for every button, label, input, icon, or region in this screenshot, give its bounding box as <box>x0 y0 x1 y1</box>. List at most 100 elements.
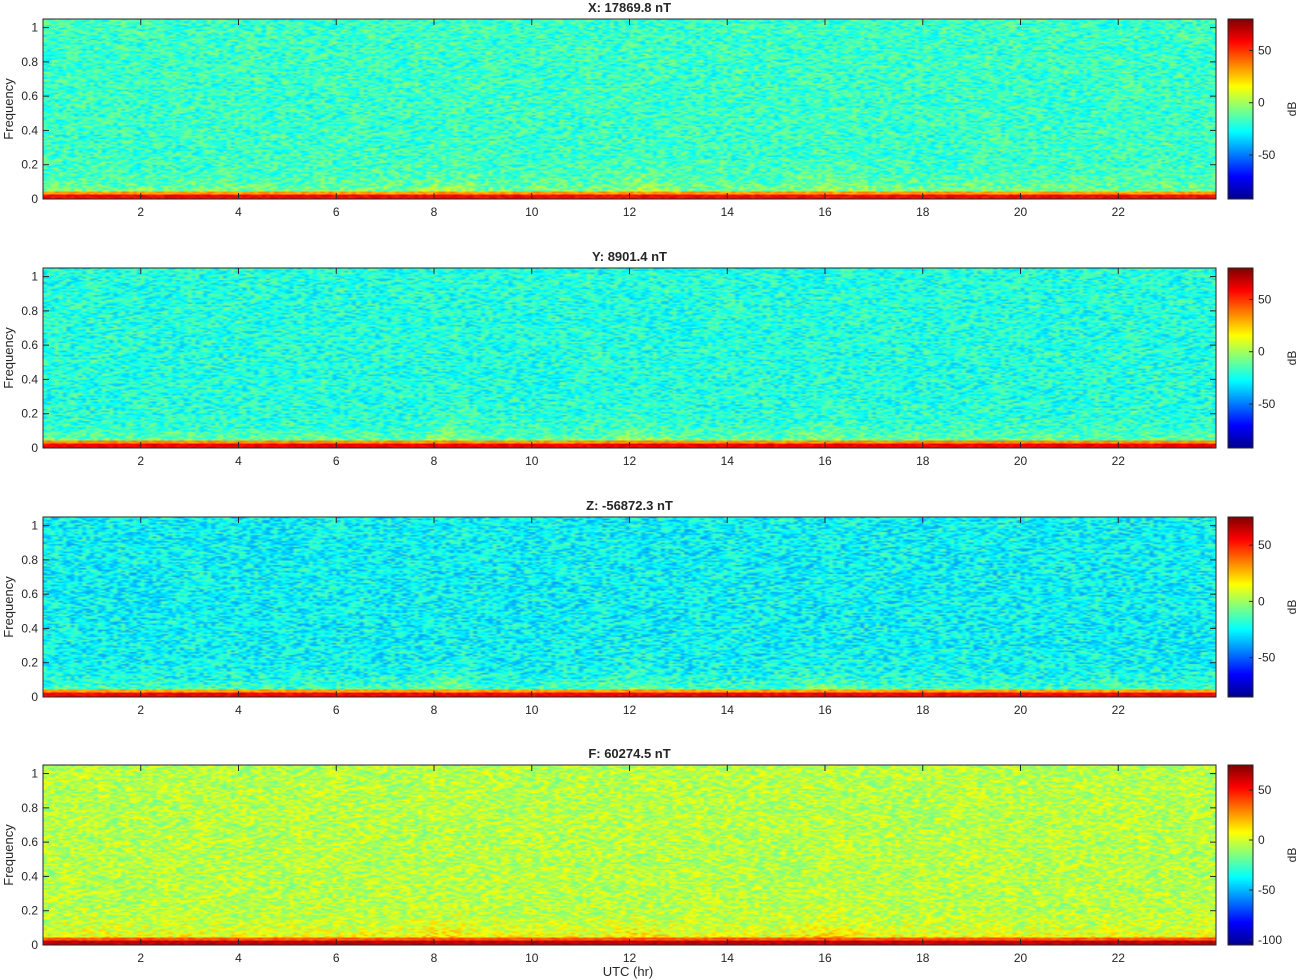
x-tick-label: 2 <box>137 205 144 219</box>
x-tick-label: 18 <box>916 703 930 717</box>
x-tick-label: 22 <box>1112 703 1126 717</box>
x-tick-label: 6 <box>333 951 340 965</box>
colorbar-label: dB <box>1285 351 1299 366</box>
x-tick-label: 18 <box>916 454 930 468</box>
x-tick-label: 22 <box>1112 454 1126 468</box>
x-tick-label: 4 <box>235 205 242 219</box>
y-tick-label: 0.8 <box>21 55 38 69</box>
colorbar-tick-label: 50 <box>1258 783 1272 797</box>
colorbar-tick-label: -50 <box>1258 397 1276 411</box>
x-tick-label: 20 <box>1014 205 1028 219</box>
x-tick-label: 22 <box>1112 205 1126 219</box>
y-axis-label: Frequency <box>1 824 16 886</box>
y-axis-label: Frequency <box>1 576 16 638</box>
spectrogram-image <box>43 268 1216 448</box>
y-tick-label: 0.6 <box>21 89 38 103</box>
spectrogram-image <box>43 517 1216 697</box>
x-tick-label: 20 <box>1014 454 1028 468</box>
x-tick-label: 10 <box>525 951 539 965</box>
colorbar-label: dB <box>1285 848 1299 863</box>
y-axis-label: Frequency <box>1 78 16 140</box>
y-tick-label: 0.8 <box>21 553 38 567</box>
panel-title: X: 17869.8 nT <box>588 0 671 15</box>
x-tick-label: 10 <box>525 703 539 717</box>
x-tick-label: 16 <box>818 951 832 965</box>
x-tick-label: 2 <box>137 454 144 468</box>
y-tick-label: 0.8 <box>21 304 38 318</box>
y-tick-label: 0.8 <box>21 801 38 815</box>
colorbar <box>1227 516 1254 698</box>
x-tick-label: 14 <box>721 205 735 219</box>
x-tick-label: 12 <box>623 205 637 219</box>
x-axis-label: UTC (hr) <box>603 964 654 979</box>
x-tick-label: 18 <box>916 205 930 219</box>
y-tick-label: 0.4 <box>21 372 38 386</box>
colorbar-tick-label: 0 <box>1258 345 1265 359</box>
x-tick-label: 4 <box>235 951 242 965</box>
x-tick-label: 14 <box>721 454 735 468</box>
panel-title: F: 60274.5 nT <box>588 746 670 761</box>
x-tick-label: 8 <box>431 951 438 965</box>
x-tick-label: 20 <box>1014 703 1028 717</box>
y-tick-label: 0 <box>31 690 38 704</box>
x-tick-label: 16 <box>818 454 832 468</box>
colorbar-label: dB <box>1285 102 1299 117</box>
y-tick-label: 0 <box>31 192 38 206</box>
colorbar <box>1227 267 1254 449</box>
x-tick-label: 8 <box>431 454 438 468</box>
colorbar-tick-label: -50 <box>1258 148 1276 162</box>
y-tick-label: 0.6 <box>21 338 38 352</box>
x-tick-label: 16 <box>818 205 832 219</box>
x-tick-label: 8 <box>431 703 438 717</box>
x-tick-label: 4 <box>235 454 242 468</box>
colorbar-tick-label: 50 <box>1258 538 1272 552</box>
colorbar-tick-label: -100 <box>1258 933 1282 947</box>
colorbar-label: dB <box>1285 600 1299 615</box>
y-tick-label: 0.6 <box>21 587 38 601</box>
y-tick-label: 0.4 <box>21 621 38 635</box>
y-tick-label: 0.2 <box>21 904 38 918</box>
y-axis-label: Frequency <box>1 327 16 389</box>
y-tick-label: 0.2 <box>21 407 38 421</box>
panel-title: Y: 8901.4 nT <box>592 249 667 264</box>
x-tick-label: 12 <box>623 951 637 965</box>
x-tick-label: 16 <box>818 703 832 717</box>
y-tick-label: 1 <box>31 21 38 35</box>
x-tick-label: 22 <box>1112 951 1126 965</box>
x-tick-label: 12 <box>623 703 637 717</box>
x-tick-label: 10 <box>525 454 539 468</box>
y-tick-label: 0 <box>31 441 38 455</box>
y-tick-label: 0 <box>31 938 38 952</box>
y-tick-label: 0.6 <box>21 835 38 849</box>
colorbar-tick-label: -50 <box>1258 651 1276 665</box>
x-tick-label: 8 <box>431 205 438 219</box>
y-tick-label: 1 <box>31 767 38 781</box>
x-tick-label: 2 <box>137 951 144 965</box>
x-tick-label: 10 <box>525 205 539 219</box>
x-tick-label: 14 <box>721 703 735 717</box>
colorbar <box>1227 18 1254 200</box>
colorbar-tick-label: 50 <box>1258 43 1272 57</box>
spectrogram-image <box>43 765 1216 945</box>
x-tick-label: 18 <box>916 951 930 965</box>
spectrogram-image <box>43 19 1216 199</box>
colorbar-tick-label: 0 <box>1258 594 1265 608</box>
colorbar-tick-label: 0 <box>1258 833 1265 847</box>
x-tick-label: 2 <box>137 703 144 717</box>
colorbar-tick-label: -50 <box>1258 883 1276 897</box>
y-tick-label: 1 <box>31 519 38 533</box>
panel-title: Z: -56872.3 nT <box>586 498 673 513</box>
y-tick-label: 0.2 <box>21 158 38 172</box>
y-tick-label: 1 <box>31 270 38 284</box>
x-tick-label: 12 <box>623 454 637 468</box>
x-tick-label: 6 <box>333 703 340 717</box>
x-tick-label: 4 <box>235 703 242 717</box>
colorbar-tick-label: 50 <box>1258 292 1272 306</box>
colorbar <box>1227 764 1254 946</box>
x-tick-label: 20 <box>1014 951 1028 965</box>
